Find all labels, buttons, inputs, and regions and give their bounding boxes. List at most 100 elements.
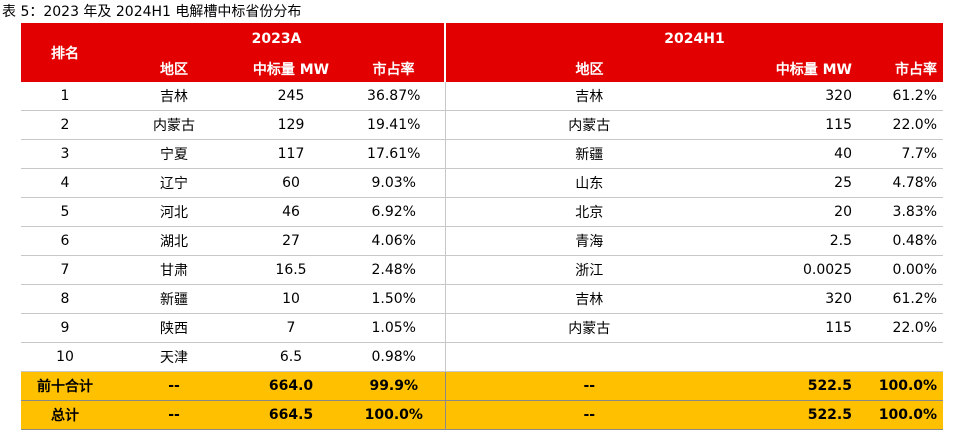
- total-label-cell: 前十合计: [21, 371, 109, 401]
- volume-2023-cell: 60: [239, 168, 343, 198]
- share-2024-cell: [858, 342, 944, 372]
- rank-cell: 8: [21, 284, 109, 314]
- share-2024-cell: 22.0%: [858, 313, 944, 343]
- volume-2023-cell: 46: [239, 197, 343, 227]
- table-row: 7 甘肃 16.5 2.48% 浙江 0.0025 0.00%: [21, 255, 944, 285]
- share-2023-cell: 1.05%: [343, 313, 446, 343]
- region-2024-cell: 浙江: [445, 255, 733, 285]
- volume-2024-cell: 40: [733, 139, 858, 169]
- share-2024-cell: 61.2%: [858, 284, 944, 314]
- volume-2024-cell: 25: [733, 168, 858, 198]
- header-region-2024: 地区: [445, 55, 733, 82]
- total-label-cell: 总计: [21, 400, 109, 430]
- share-2023-cell: 1.50%: [343, 284, 446, 314]
- header-region-2023: 地区: [109, 55, 239, 82]
- share-2023-cell: 100.0%: [343, 400, 446, 430]
- table-row: 6 湖北 27 4.06% 青海 2.5 0.48%: [21, 226, 944, 256]
- volume-2024-cell: 522.5: [733, 400, 858, 430]
- region-2024-cell: 新疆: [445, 139, 733, 169]
- rank-cell: 4: [21, 168, 109, 198]
- share-2024-cell: 100.0%: [858, 371, 944, 401]
- volume-2024-cell: 522.5: [733, 371, 858, 401]
- share-2023-cell: 9.03%: [343, 168, 446, 198]
- table-caption: 表 5：2023 年及 2024H1 电解槽中标省份分布: [2, 4, 302, 20]
- volume-2023-cell: 10: [239, 284, 343, 314]
- region-2023-cell: 内蒙古: [109, 110, 239, 140]
- region-2024-cell: 内蒙古: [445, 110, 733, 140]
- volume-2023-cell: 664.5: [239, 400, 343, 430]
- total-row: 总计 -- 664.5 100.0% -- 522.5 100.0%: [21, 400, 944, 430]
- region-2023-cell: --: [109, 371, 239, 401]
- share-2023-cell: 4.06%: [343, 226, 446, 256]
- region-2024-cell: 山东: [445, 168, 733, 198]
- rank-cell: 9: [21, 313, 109, 343]
- share-2023-cell: 19.41%: [343, 110, 446, 140]
- volume-2023-cell: 27: [239, 226, 343, 256]
- region-2024-cell: 内蒙古: [445, 313, 733, 343]
- region-2024-cell: 青海: [445, 226, 733, 256]
- rank-cell: 10: [21, 342, 109, 372]
- share-2024-cell: 0.48%: [858, 226, 944, 256]
- rank-cell: 2: [21, 110, 109, 140]
- rank-cell: 7: [21, 255, 109, 285]
- region-2023-cell: 新疆: [109, 284, 239, 314]
- region-2024-cell: 吉林: [445, 82, 733, 111]
- region-2024-cell: --: [445, 371, 733, 401]
- share-2024-cell: 7.7%: [858, 139, 944, 169]
- region-2023-cell: --: [109, 400, 239, 430]
- header-volume-2023: 中标量 MW: [239, 55, 343, 82]
- bid-distribution-table: 排名 2023A 2024H1 地区 中标量 MW 市占率 地区 中标量 MW …: [21, 23, 944, 430]
- region-2023-cell: 天津: [109, 342, 239, 372]
- region-2024-cell: --: [445, 400, 733, 430]
- share-2024-cell: 3.83%: [858, 197, 944, 227]
- volume-2024-cell: 320: [733, 284, 858, 314]
- region-2024-cell: 吉林: [445, 284, 733, 314]
- volume-2023-cell: 129: [239, 110, 343, 140]
- volume-2024-cell: 0.0025: [733, 255, 858, 285]
- volume-2023-cell: 16.5: [239, 255, 343, 285]
- share-2024-cell: 100.0%: [858, 400, 944, 430]
- header-row-groups: 排名 2023A 2024H1: [21, 23, 944, 82]
- header-group-2023: 2023A: [109, 23, 446, 55]
- volume-2024-cell: 2.5: [733, 226, 858, 256]
- table-row: 8 新疆 10 1.50% 吉林 320 61.2%: [21, 284, 944, 314]
- rank-cell: 6: [21, 226, 109, 256]
- rank-cell: 3: [21, 139, 109, 169]
- region-2024-cell: 北京: [445, 197, 733, 227]
- table-row: 5 河北 46 6.92% 北京 20 3.83%: [21, 197, 944, 227]
- volume-2023-cell: 117: [239, 139, 343, 169]
- share-2024-cell: 0.00%: [858, 255, 944, 285]
- region-2023-cell: 辽宁: [109, 168, 239, 198]
- share-2023-cell: 6.92%: [343, 197, 446, 227]
- header-volume-2024: 中标量 MW: [733, 55, 858, 82]
- total-row: 前十合计 -- 664.0 99.9% -- 522.5 100.0%: [21, 371, 944, 401]
- table-row: 3 宁夏 117 17.61% 新疆 40 7.7%: [21, 139, 944, 169]
- share-2023-cell: 36.87%: [343, 82, 446, 111]
- region-2023-cell: 河北: [109, 197, 239, 227]
- volume-2024-cell: 115: [733, 110, 858, 140]
- table-row: 9 陕西 7 1.05% 内蒙古 115 22.0%: [21, 313, 944, 343]
- region-2024-cell: [445, 342, 733, 372]
- header-share-2024: 市占率: [858, 55, 944, 82]
- table-row: 10 天津 6.5 0.98%: [21, 342, 944, 372]
- volume-2024-cell: 20: [733, 197, 858, 227]
- share-2024-cell: 4.78%: [858, 168, 944, 198]
- region-2023-cell: 吉林: [109, 82, 239, 111]
- share-2024-cell: 61.2%: [858, 82, 944, 111]
- table-row: 1 吉林 245 36.87% 吉林 320 61.2%: [21, 82, 944, 111]
- share-2023-cell: 0.98%: [343, 342, 446, 372]
- region-2023-cell: 陕西: [109, 313, 239, 343]
- region-2023-cell: 宁夏: [109, 139, 239, 169]
- table-body: 1 吉林 245 36.87% 吉林 320 61.2% 2 内蒙古 129 19.41% 内蒙古 11…: [21, 82, 944, 430]
- header-row-columns: 地区 中标量 MW 市占率 地区 中标量 MW 市占率: [21, 55, 944, 82]
- volume-2023-cell: 6.5: [239, 342, 343, 372]
- volume-2024-cell: 320: [733, 82, 858, 111]
- header-share-2023: 市占率: [343, 55, 446, 82]
- share-2023-cell: 2.48%: [343, 255, 446, 285]
- table-row: 2 内蒙古 129 19.41% 内蒙古 115 22.0%: [21, 110, 944, 140]
- share-2023-cell: 17.61%: [343, 139, 446, 169]
- share-2023-cell: 99.9%: [343, 371, 446, 401]
- header-rank: 排名: [21, 23, 109, 82]
- volume-2024-cell: 115: [733, 313, 858, 343]
- table-row: 4 辽宁 60 9.03% 山东 25 4.78%: [21, 168, 944, 198]
